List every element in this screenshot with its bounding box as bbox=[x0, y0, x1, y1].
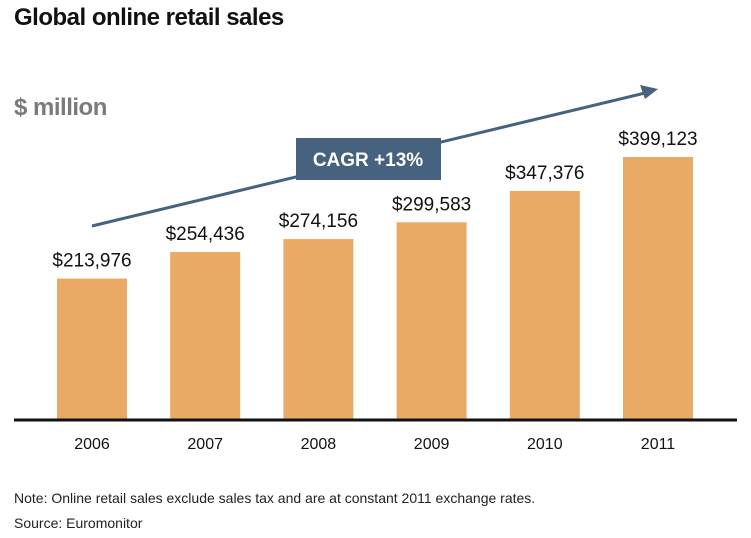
x-tick-label: 2007 bbox=[187, 436, 223, 453]
x-tick-label: 2009 bbox=[414, 436, 450, 453]
x-tick-label: 2008 bbox=[301, 436, 337, 453]
data-label: $213,976 bbox=[52, 251, 131, 272]
bar-2008 bbox=[283, 239, 354, 419]
data-label: $254,436 bbox=[166, 224, 245, 245]
data-label: $347,376 bbox=[505, 163, 584, 184]
bar-2011 bbox=[623, 157, 693, 419]
x-tick-label: 2011 bbox=[641, 436, 676, 453]
bar-2006 bbox=[57, 278, 127, 419]
chart-title: Global online retail sales bbox=[14, 4, 284, 31]
chart-note: Note: Online retail sales exclude sales … bbox=[14, 490, 536, 506]
x-tick-label: 2006 bbox=[74, 436, 110, 453]
data-label: $399,123 bbox=[618, 129, 697, 150]
bar-2007 bbox=[170, 251, 241, 419]
data-label: $274,156 bbox=[279, 211, 358, 232]
cagr-box bbox=[296, 138, 441, 180]
bar-2009 bbox=[396, 222, 467, 419]
cagr-label: CAGR +13% bbox=[313, 150, 423, 171]
y-axis-unit-label: $ million bbox=[14, 94, 107, 121]
bar-2010 bbox=[509, 190, 580, 419]
data-label: $299,583 bbox=[392, 194, 471, 215]
chart-source: Source: Euromonitor bbox=[14, 515, 143, 531]
trend-arrow-head bbox=[640, 85, 658, 99]
x-tick-label: 2010 bbox=[527, 436, 563, 453]
